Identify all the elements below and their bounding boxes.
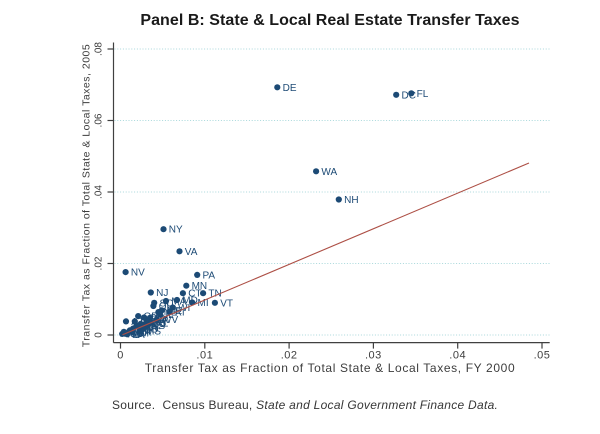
svg-text:0: 0 [117, 350, 124, 362]
svg-text:NJ: NJ [156, 288, 168, 299]
svg-text:NE: NE [164, 308, 178, 319]
svg-text:WV: WV [162, 315, 178, 326]
svg-text:SC: SC [160, 298, 174, 309]
svg-text:ND: ND [128, 329, 142, 340]
svg-text:AK: AK [129, 327, 143, 338]
svg-text:DC: DC [402, 90, 416, 101]
svg-text:MI: MI [198, 298, 209, 309]
svg-text:NY: NY [169, 225, 183, 236]
svg-text:SD: SD [130, 329, 144, 340]
svg-text:RI: RI [175, 307, 185, 318]
svg-text:.01: .01 [196, 350, 213, 362]
svg-text:WA: WA [321, 167, 337, 178]
svg-text:IL: IL [165, 310, 174, 321]
svg-text:.08: .08 [94, 42, 105, 56]
svg-text:Source. Census Bureau, State: Source. Census Bureau, State and Local G… [112, 398, 498, 412]
svg-text:CO: CO [151, 319, 166, 330]
svg-text:Panel B: State & Local Real Es: Panel B: State & Local Real Estate Trans… [140, 12, 519, 29]
svg-text:OK: OK [152, 317, 167, 328]
svg-text:.02: .02 [94, 256, 105, 270]
svg-text:KY: KY [155, 313, 169, 324]
svg-text:TN: TN [208, 289, 221, 300]
svg-text:CT: CT [188, 289, 201, 300]
svg-text:Transfer Tax as Fraction of To: Transfer Tax as Fraction of Total State … [80, 44, 92, 347]
svg-text:NV: NV [131, 268, 145, 279]
svg-text:AZ: AZ [131, 317, 144, 328]
svg-text:GA: GA [154, 315, 169, 326]
svg-text:MN: MN [192, 281, 208, 292]
svg-text:MS: MS [146, 327, 161, 338]
svg-text:0: 0 [94, 332, 105, 338]
svg-text:VT: VT [220, 298, 233, 309]
svg-text:AR: AR [138, 328, 152, 339]
svg-text:VA: VA [185, 247, 198, 258]
svg-text:KS: KS [152, 321, 166, 332]
svg-text:IA: IA [148, 323, 158, 334]
svg-text:NH: NH [344, 195, 358, 206]
svg-text:MO: MO [142, 321, 158, 332]
svg-text:DE: DE [283, 83, 297, 94]
svg-text:.05: .05 [534, 350, 551, 362]
svg-text:ID: ID [149, 324, 159, 335]
svg-text:.02: .02 [281, 350, 298, 362]
svg-text:OH: OH [159, 302, 174, 313]
svg-text:AL: AL [156, 318, 169, 329]
svg-text:WY: WY [144, 323, 160, 334]
svg-text:.04: .04 [449, 350, 466, 362]
svg-text:FL: FL [417, 89, 429, 100]
svg-text:.04: .04 [94, 185, 105, 199]
svg-text:.06: .06 [94, 113, 105, 127]
svg-text:ME: ME [167, 306, 182, 317]
svg-text:NM: NM [133, 328, 149, 339]
svg-text:PA: PA [203, 270, 216, 281]
svg-text:Transfer Tax as Fraction of To: Transfer Tax as Fraction of Total State … [145, 361, 516, 375]
svg-text:.03: .03 [365, 350, 382, 362]
svg-text:IN: IN [146, 319, 156, 330]
svg-text:LA: LA [133, 330, 146, 341]
